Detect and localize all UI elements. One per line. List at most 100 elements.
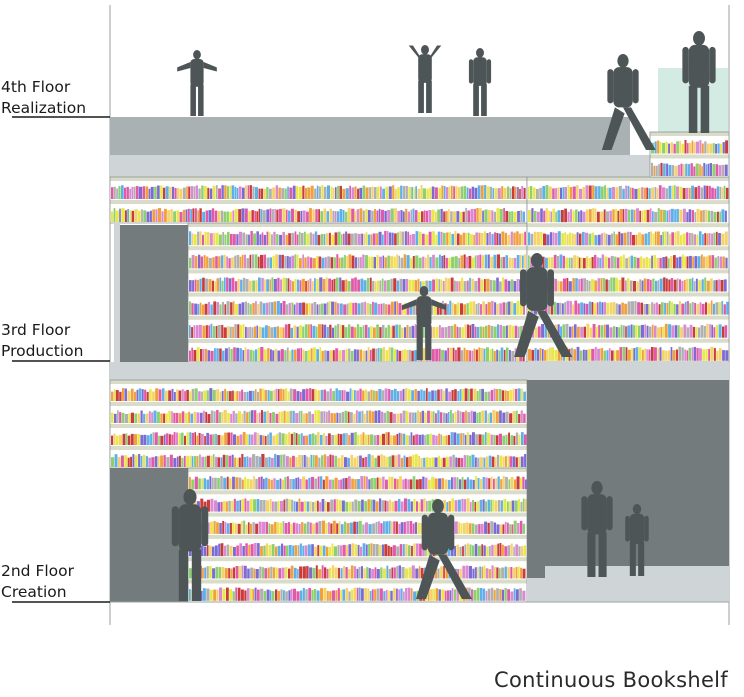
book-spine [696, 348, 699, 361]
book-spine [704, 141, 707, 154]
book-spine [501, 567, 505, 579]
book-spine [673, 143, 676, 154]
book-spine [379, 498, 382, 512]
book-spine [220, 255, 224, 269]
book-spine [507, 186, 510, 199]
book-spine [594, 235, 598, 246]
book-spine [184, 391, 186, 401]
book-spine [676, 141, 679, 154]
book-spine [542, 256, 545, 269]
book-spine [297, 477, 300, 490]
book-spine [323, 454, 327, 467]
book-spine [398, 350, 402, 362]
book-spine [344, 457, 348, 467]
book-spine [650, 279, 652, 292]
book-spine [219, 304, 222, 315]
book-spine [124, 455, 128, 467]
book-spine [685, 187, 689, 200]
book-spine [496, 567, 499, 579]
book-spine [661, 350, 665, 361]
book-spine [173, 412, 176, 423]
book-spine [317, 432, 320, 445]
book-spine [269, 279, 271, 292]
book-spine [323, 433, 325, 445]
book-spine [239, 500, 242, 512]
book-spine [480, 348, 484, 362]
book-spine [381, 433, 385, 445]
book-spine [469, 434, 472, 445]
book-spine [341, 390, 344, 401]
book-spine [329, 388, 332, 401]
book-spine [376, 477, 379, 490]
book-spine [314, 434, 317, 445]
book-spine [553, 301, 557, 315]
book-spine [435, 413, 437, 423]
book-spine [196, 347, 200, 362]
book-spine [723, 279, 727, 292]
book-spine [335, 187, 337, 199]
book-spine [441, 349, 444, 362]
book-spine [474, 208, 476, 222]
book-spine [179, 212, 183, 222]
book-spine [574, 300, 578, 315]
book-spine [437, 568, 440, 579]
book-spine [236, 347, 240, 362]
book-spine [199, 278, 202, 292]
book-spine [688, 278, 692, 292]
book-spine [366, 303, 369, 315]
book-spine [460, 457, 464, 467]
book-spine [615, 327, 618, 338]
book-spine [264, 436, 267, 445]
book-spine [686, 232, 689, 246]
book-spine [670, 208, 674, 223]
book-spine [424, 257, 427, 269]
book-spine [243, 520, 246, 534]
book-spine [325, 411, 328, 423]
book-spine [277, 277, 280, 292]
book-spine [140, 410, 143, 423]
book-spine [608, 348, 611, 361]
book-spine [302, 566, 306, 579]
book-spine [124, 210, 127, 222]
book-spine [474, 326, 477, 338]
book-spine [405, 568, 409, 579]
book-spine [302, 254, 304, 269]
book-spine [718, 279, 721, 292]
book-spine [440, 434, 443, 445]
book-spine [204, 231, 207, 246]
book-spine [257, 304, 260, 315]
book-spine [333, 278, 336, 292]
book-spine [459, 568, 462, 579]
book-spine [306, 521, 310, 534]
book-spine [480, 185, 484, 199]
book-spine [307, 256, 310, 269]
book-spine [189, 432, 192, 445]
book-spine [472, 432, 475, 445]
book-spine [377, 348, 380, 362]
book-spine [530, 186, 533, 200]
book-spine [717, 143, 720, 154]
book-spine [411, 565, 415, 579]
book-spine [143, 210, 147, 222]
book-spine [386, 457, 388, 467]
book-spine [518, 546, 521, 557]
book-spine [456, 544, 459, 557]
book-spine [246, 391, 249, 401]
book-spine [334, 455, 338, 467]
book-spine [358, 520, 362, 534]
book-spine [302, 185, 305, 199]
book-spine [168, 434, 171, 445]
book-spine [496, 254, 500, 269]
book-spine [114, 454, 118, 467]
book-spine [522, 498, 525, 512]
book-spine [709, 163, 712, 176]
book-spine [570, 209, 572, 223]
book-spine [565, 186, 567, 200]
book-spine [124, 187, 126, 199]
book-spine [223, 501, 226, 512]
book-spine [691, 185, 694, 200]
book-spine [463, 281, 467, 292]
book-spine [694, 302, 697, 315]
book-spine [249, 304, 252, 315]
book-spine [323, 208, 327, 222]
